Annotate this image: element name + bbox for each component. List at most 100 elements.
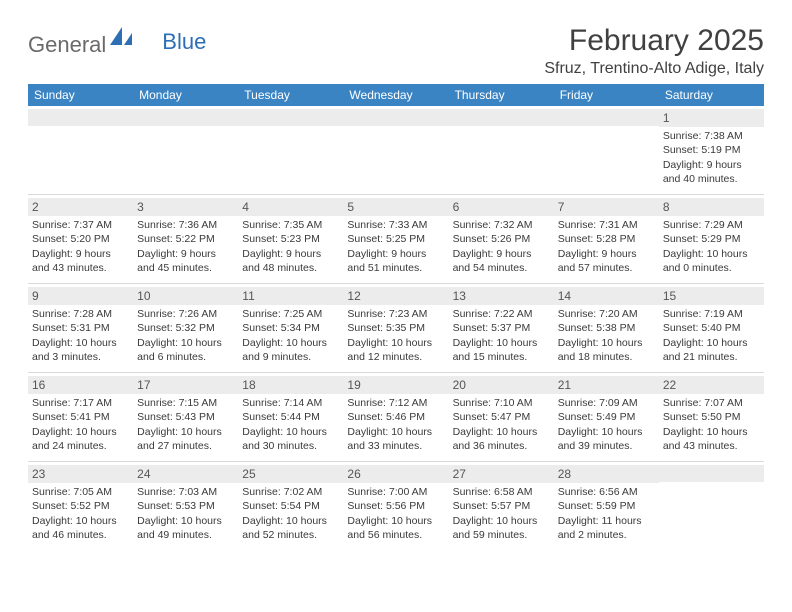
sunrise-text: Sunrise: 6:58 AM (453, 485, 550, 499)
day-number (28, 109, 133, 126)
day-header: Tuesday (238, 84, 343, 106)
daylight-text: Daylight: 10 hours and 39 minutes. (558, 425, 655, 453)
sunrise-text: Sunrise: 7:22 AM (453, 307, 550, 321)
daylight-text: Daylight: 10 hours and 30 minutes. (242, 425, 339, 453)
sunrise-text: Sunrise: 7:20 AM (558, 307, 655, 321)
sunset-text: Sunset: 5:31 PM (32, 321, 129, 335)
day-number: 9 (28, 287, 133, 305)
day-cell: 9Sunrise: 7:28 AMSunset: 5:31 PMDaylight… (28, 284, 133, 372)
sunrise-text: Sunrise: 7:05 AM (32, 485, 129, 499)
daylight-text: Daylight: 10 hours and 12 minutes. (347, 336, 444, 364)
sunrise-text: Sunrise: 7:26 AM (137, 307, 234, 321)
sunrise-text: Sunrise: 7:10 AM (453, 396, 550, 410)
daylight-text: Daylight: 9 hours and 43 minutes. (32, 247, 129, 275)
day-number: 4 (238, 198, 343, 216)
sunrise-text: Sunrise: 7:02 AM (242, 485, 339, 499)
day-number: 27 (449, 465, 554, 483)
day-number: 10 (133, 287, 238, 305)
day-number: 8 (659, 198, 764, 216)
weeks-container: 1 Sunrise: 7:38 AMSunset: 5:19 PM Daylight… (28, 106, 764, 550)
daylight-text: Daylight: 9 hours and 51 minutes. (347, 247, 444, 275)
daylight-text: Daylight: 10 hours and 59 minutes. (453, 514, 550, 542)
day-number: 11 (238, 287, 343, 305)
daylight-text: Daylight: 9 hours and 54 minutes. (453, 247, 550, 275)
daylight-text: Daylight: 10 hours and 24 minutes. (32, 425, 129, 453)
day-cell: 14Sunrise: 7:20 AMSunset: 5:38 PMDayligh… (554, 284, 659, 372)
sunrise-text: Sunrise: 7:19 AM (663, 307, 760, 321)
daylight-text: Daylight: 10 hours and 46 minutes. (32, 514, 129, 542)
calendar-page: General Blue February 2025 Sfruz, Trenti… (0, 0, 792, 570)
day-number: 14 (554, 287, 659, 305)
sunrise-text: Sunrise: 7:29 AM (663, 218, 760, 232)
day-header: Monday (133, 84, 238, 106)
daylight-text: Daylight: 10 hours and 33 minutes. (347, 425, 444, 453)
location-subtitle: Sfruz, Trentino-Alto Adige, Italy (544, 60, 764, 78)
day-cell: 25Sunrise: 7:02 AMSunset: 5:54 PMDayligh… (238, 462, 343, 550)
day-number: 6 (449, 198, 554, 216)
title-block: February 2025 Sfruz, Trentino-Alto Adige… (544, 24, 764, 78)
daylight-text: Daylight: 10 hours and 9 minutes. (242, 336, 339, 364)
sunset-text: Sunset: 5:40 PM (663, 321, 760, 335)
day-cell: 17Sunrise: 7:15 AMSunset: 5:43 PMDayligh… (133, 373, 238, 461)
day-cell: 22Sunrise: 7:07 AMSunset: 5:50 PMDayligh… (659, 373, 764, 461)
sunset-text: Sunset: 5:19 PM (663, 143, 760, 157)
daylight-text: Daylight: 9 hours and 57 minutes. (558, 247, 655, 275)
sunset-text: Sunset: 5:35 PM (347, 321, 444, 335)
day-number: 26 (343, 465, 448, 483)
day-number: 13 (449, 287, 554, 305)
day-cell: 13Sunrise: 7:22 AMSunset: 5:37 PMDayligh… (449, 284, 554, 372)
sunset-text: Sunset: 5:34 PM (242, 321, 339, 335)
sunset-text: Sunset: 5:52 PM (32, 499, 129, 513)
day-number (659, 465, 764, 482)
sunset-text: Sunset: 5:46 PM (347, 410, 444, 424)
sunset-text: Sunset: 5:56 PM (347, 499, 444, 513)
week-row: 1Sunrise: 7:38 AMSunset: 5:19 PMDaylight… (28, 106, 764, 195)
day-cell: 2Sunrise: 7:37 AMSunset: 5:20 PMDaylight… (28, 195, 133, 283)
day-cell: 28Sunrise: 6:56 AMSunset: 5:59 PMDayligh… (554, 462, 659, 550)
day-cell: 1Sunrise: 7:38 AMSunset: 5:19 PMDaylight… (659, 106, 764, 194)
daylight-text: Daylight: 10 hours and 18 minutes. (558, 336, 655, 364)
day-header-row: Sunday Monday Tuesday Wednesday Thursday… (28, 84, 764, 106)
daylight-text: Daylight: 9 hours and 48 minutes. (242, 247, 339, 275)
sunset-text: Sunset: 5:29 PM (663, 232, 760, 246)
day-cell: 26Sunrise: 7:00 AMSunset: 5:56 PMDayligh… (343, 462, 448, 550)
sunset-text: Sunset: 5:57 PM (453, 499, 550, 513)
sunset-text: Sunset: 5:22 PM (137, 232, 234, 246)
day-cell: 24Sunrise: 7:03 AMSunset: 5:53 PMDayligh… (133, 462, 238, 550)
sunrise-text: Sunrise: 7:07 AM (663, 396, 760, 410)
daylight-text: Daylight: 10 hours and 27 minutes. (137, 425, 234, 453)
day-cell: 10Sunrise: 7:26 AMSunset: 5:32 PMDayligh… (133, 284, 238, 372)
sunrise-text: Sunrise: 7:38 AM (663, 129, 760, 143)
day-cell: 19Sunrise: 7:12 AMSunset: 5:46 PMDayligh… (343, 373, 448, 461)
day-number: 1 (659, 109, 764, 127)
daylight-text: Daylight: 10 hours and 49 minutes. (137, 514, 234, 542)
sunrise-text: Sunrise: 7:09 AM (558, 396, 655, 410)
page-header: General Blue February 2025 Sfruz, Trenti… (28, 24, 764, 78)
logo-sail-icon (108, 25, 134, 47)
day-number: 24 (133, 465, 238, 483)
sunrise-text: Sunrise: 7:15 AM (137, 396, 234, 410)
day-number: 28 (554, 465, 659, 483)
daylight-text: Daylight: 10 hours and 15 minutes. (453, 336, 550, 364)
day-cell: 12Sunrise: 7:23 AMSunset: 5:35 PMDayligh… (343, 284, 448, 372)
logo: General Blue (28, 24, 206, 58)
week-row: 2Sunrise: 7:37 AMSunset: 5:20 PMDaylight… (28, 195, 764, 284)
logo-text-2: Blue (162, 29, 206, 55)
day-number: 5 (343, 198, 448, 216)
day-header: Saturday (659, 84, 764, 106)
day-number: 7 (554, 198, 659, 216)
day-cell: 20Sunrise: 7:10 AMSunset: 5:47 PMDayligh… (449, 373, 554, 461)
daylight-text: Daylight: 10 hours and 6 minutes. (137, 336, 234, 364)
daylight-text: Daylight: 10 hours and 21 minutes. (663, 336, 760, 364)
day-cell: 11Sunrise: 7:25 AMSunset: 5:34 PMDayligh… (238, 284, 343, 372)
sunrise-text: Sunrise: 7:03 AM (137, 485, 234, 499)
sunrise-text: Sunrise: 7:28 AM (32, 307, 129, 321)
day-number: 12 (343, 287, 448, 305)
day-cell (28, 106, 133, 194)
sunset-text: Sunset: 5:59 PM (558, 499, 655, 513)
sunrise-text: Sunrise: 7:33 AM (347, 218, 444, 232)
day-number: 2 (28, 198, 133, 216)
day-number: 15 (659, 287, 764, 305)
sunset-text: Sunset: 5:47 PM (453, 410, 550, 424)
day-number: 18 (238, 376, 343, 394)
